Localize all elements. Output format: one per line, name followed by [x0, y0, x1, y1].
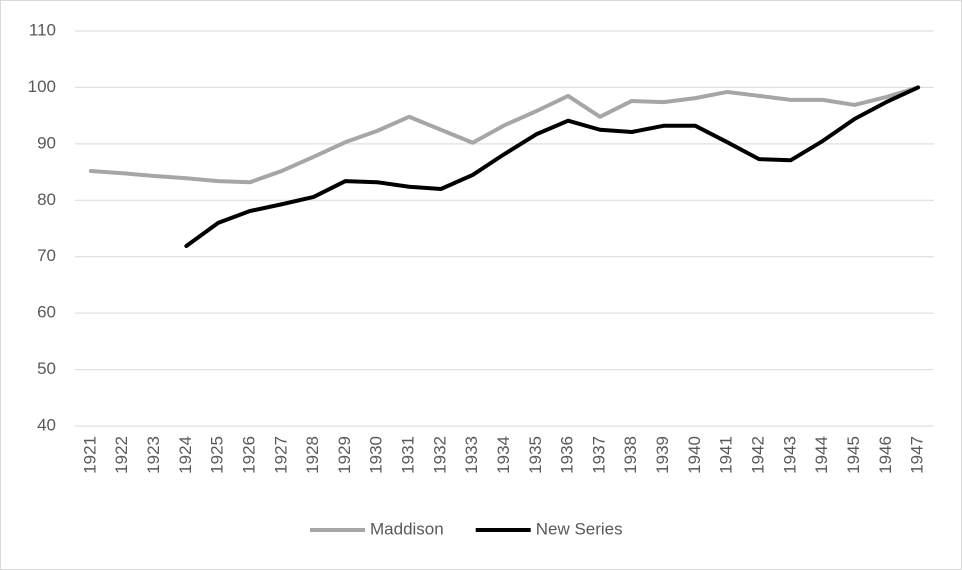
y-tick-label: 100	[28, 77, 56, 96]
x-tick-label: 1928	[303, 436, 322, 474]
x-tick-label: 1947	[908, 436, 927, 474]
legend-label: Maddison	[370, 519, 444, 538]
x-tick-label: 1944	[812, 436, 831, 474]
x-tick-label: 1922	[112, 436, 131, 474]
x-tick-label: 1927	[271, 436, 290, 474]
x-tick-label: 1946	[876, 436, 895, 474]
x-tick-label: 1930	[367, 436, 386, 474]
x-tick-label: 1931	[399, 436, 418, 474]
y-tick-label: 60	[37, 303, 56, 322]
legend-label: New Series	[536, 519, 623, 538]
x-tick-label: 1945	[844, 436, 863, 474]
x-tick-label: 1935	[526, 436, 545, 474]
x-tick-label: 1939	[653, 436, 672, 474]
x-tick-label: 1938	[621, 436, 640, 474]
x-tick-label: 1940	[685, 436, 704, 474]
x-tick-label: 1937	[589, 436, 608, 474]
y-tick-label: 90	[37, 133, 56, 152]
x-tick-label: 1925	[208, 436, 227, 474]
x-tick-label: 1926	[239, 436, 258, 474]
y-tick-label: 70	[37, 246, 56, 265]
x-tick-label: 1941	[717, 436, 736, 474]
x-tick-label: 1932	[430, 436, 449, 474]
x-tick-label: 1933	[462, 436, 481, 474]
y-tick-label: 40	[37, 415, 56, 434]
x-tick-label: 1942	[749, 436, 768, 474]
x-tick-label: 1936	[558, 436, 577, 474]
y-tick-label: 110	[29, 20, 56, 39]
x-tick-label: 1934	[494, 436, 513, 474]
x-tick-label: 1924	[176, 436, 195, 474]
x-tick-label: 1943	[780, 436, 799, 474]
x-tick-label: 1923	[144, 436, 163, 474]
y-tick-label: 50	[37, 359, 56, 378]
y-tick-label: 80	[37, 190, 56, 209]
series-line	[88, 85, 921, 185]
x-tick-label: 1929	[335, 436, 354, 474]
series-line	[184, 85, 921, 248]
x-tick-label: 1921	[80, 436, 99, 474]
